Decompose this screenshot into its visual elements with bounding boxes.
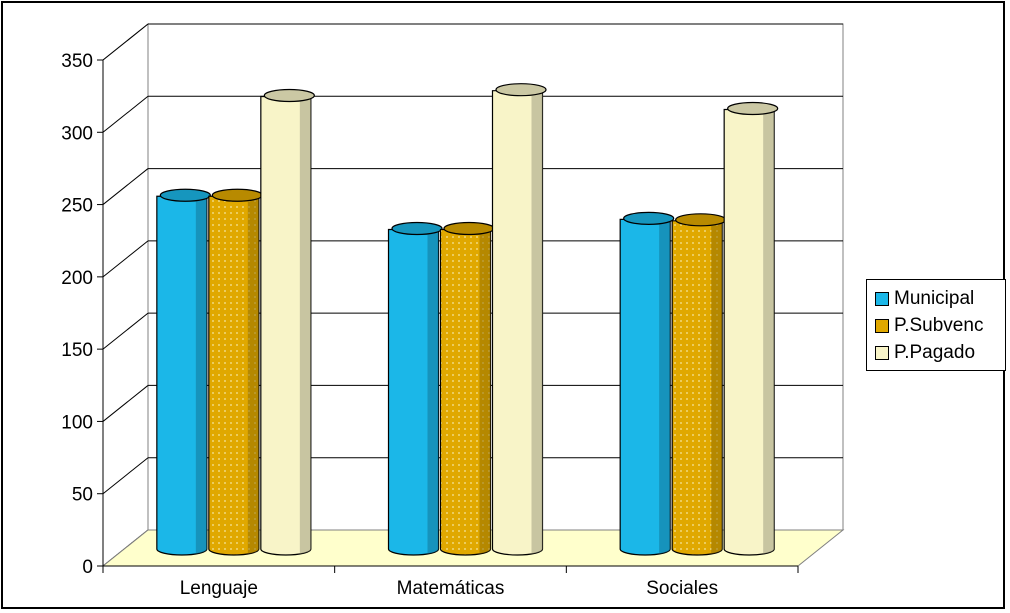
chart-side-wall [102,22,149,568]
y-tick-label: 50 [72,485,93,506]
bar-top [391,221,443,236]
bar-municipal [619,218,671,556]
bar-shade [299,96,311,554]
y-tick-label: 150 [61,340,93,361]
bar-municipal [387,228,440,556]
legend-label-p-pagado: P.Pagado [894,341,976,363]
bar-shade [763,109,775,554]
bar-top [727,101,779,116]
x-tick-label: Lenguaje [180,578,258,599]
gridline-side [102,168,149,205]
y-tick-label: 0 [82,557,93,578]
bar-top [623,211,675,225]
bar-p-pagado [260,95,312,556]
y-tick-label: 350 [61,51,93,72]
bar-p-subvenc [671,220,723,556]
y-tick-label: 100 [61,412,93,433]
bar-top [675,213,727,227]
bar-top [263,88,315,103]
bar-municipal [156,195,208,556]
gridline-side [102,312,149,350]
bar-shade [247,196,259,554]
bar-p-pagado [491,90,544,556]
y-tick-label: 200 [61,268,93,289]
legend-item-p-subvenc: P.Subvenc [875,312,1005,339]
legend-label-p-subvenc: P.Subvenc [894,314,984,336]
bar-top [495,83,547,97]
chart-legend: Municipal P.Subvenc P.Pagado [866,279,1006,371]
gridline-side [102,385,149,422]
bar-shade [427,229,439,554]
bar-p-subvenc [439,228,492,556]
gridline-side [102,240,149,278]
bar-shade [479,229,491,554]
legend-item-p-pagado: P.Pagado [875,339,1005,366]
bar-p-subvenc [208,195,260,556]
x-tick-label: Sociales [646,578,718,599]
y-tick-label: 250 [61,196,93,217]
gridline-side [102,457,149,495]
bar-shade [711,220,723,554]
bar-top [443,221,495,236]
legend-label-municipal: Municipal [894,287,975,309]
bar-p-pagado [723,108,775,556]
bar-shade [659,219,671,554]
legend-swatch-p-pagado [875,345,889,360]
bar-shade [531,90,543,554]
bar-shade [195,196,207,554]
legend-swatch-p-subvenc [875,318,889,333]
gridline-side [102,23,149,61]
y-tick-label: 300 [61,123,93,144]
legend-item-municipal: Municipal [875,285,1005,312]
legend-swatch-municipal [875,291,889,306]
bar-top [211,188,263,202]
x-tick-label: Matemáticas [397,578,505,599]
bar-top [159,188,211,202]
gridline-side [102,95,149,133]
